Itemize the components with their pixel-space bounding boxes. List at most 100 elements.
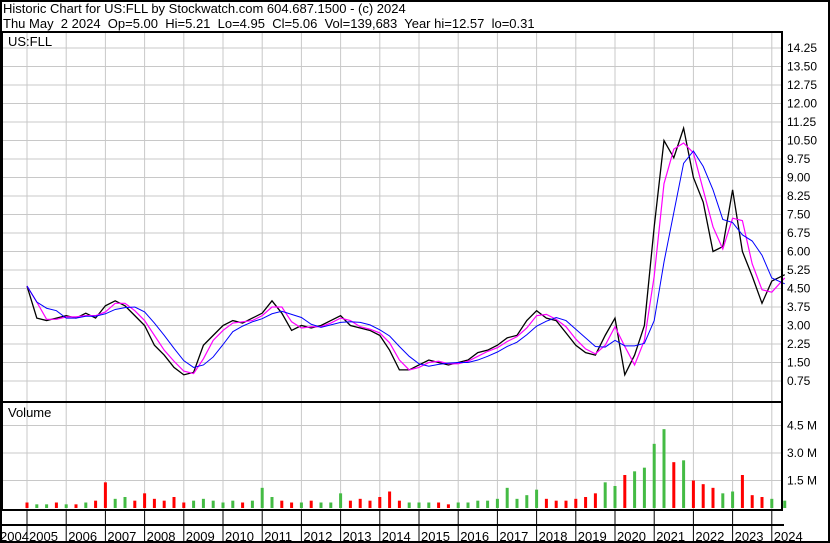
price-tick-label: 3.75	[787, 300, 811, 314]
x-tick-label: 2006	[68, 529, 97, 543]
volume-bar	[466, 502, 470, 508]
volume-bar	[270, 497, 274, 508]
volume-tick-label: 4.5 M	[787, 419, 817, 433]
volume-bar	[113, 498, 117, 508]
x-tick-label: 2020	[617, 529, 646, 543]
x-tick-label: 2005	[29, 529, 58, 543]
volume-bar	[397, 500, 401, 508]
volume-bar	[525, 495, 529, 508]
x-tick-label: 2007	[107, 529, 136, 543]
volume-bar	[388, 491, 392, 508]
price-tick-label: 5.25	[787, 263, 811, 277]
volume-bar	[662, 429, 666, 508]
volume-bar	[515, 498, 519, 508]
x-tick-label: 2013	[343, 529, 372, 543]
volume-bar	[123, 497, 127, 508]
volume-bar	[309, 500, 313, 508]
x-tick-label: 2017	[499, 529, 528, 543]
price-tick-label: 9.75	[787, 152, 811, 166]
volume-bar	[427, 502, 431, 508]
volume-bar	[731, 491, 735, 508]
volume-bar	[613, 486, 617, 508]
volume-bar	[103, 482, 107, 508]
volume-bar	[358, 498, 362, 508]
volume-bar	[417, 502, 421, 508]
volume-tick-label: 1.5 M	[787, 474, 817, 488]
volume-bar	[35, 504, 39, 508]
volume-bar	[554, 500, 558, 508]
volume-bar	[740, 475, 744, 508]
volume-bar	[152, 498, 156, 508]
volume-bar	[544, 498, 548, 508]
volume-tick-label: 3.0 M	[787, 446, 817, 460]
x-tick-label: 2023	[735, 529, 764, 543]
volume-bar	[143, 493, 147, 508]
volume-bar	[280, 500, 284, 508]
volume-bar	[486, 500, 490, 508]
volume-bar	[25, 502, 29, 508]
volume-bar	[721, 493, 725, 508]
volume-bar	[603, 482, 607, 508]
volume-bar	[299, 502, 303, 508]
volume-bar	[783, 500, 787, 508]
x-tick-label: 2012	[303, 529, 332, 543]
price-line	[26, 125, 786, 377]
price-tick-label: 2.25	[787, 337, 811, 351]
volume-bar	[64, 504, 68, 508]
volume-bar	[192, 500, 196, 508]
volume-bar	[221, 502, 225, 508]
x-tick-label: 2011	[264, 529, 292, 543]
volume-bar	[368, 500, 372, 508]
volume-bar	[211, 500, 215, 508]
volume-bar	[54, 502, 58, 508]
long-moving-average-line	[26, 150, 785, 368]
price-tick-label: 11.25	[787, 115, 816, 129]
volume-bar	[290, 502, 294, 508]
price-tick-label: 9.00	[787, 171, 811, 185]
volume-bar	[652, 443, 656, 508]
volume-bar	[456, 502, 460, 508]
x-tick-label: 2016	[460, 529, 489, 543]
volume-bar	[642, 467, 646, 508]
volume-bar	[133, 500, 137, 508]
volume-bar	[45, 504, 49, 508]
x-tick-label: 2004	[0, 529, 29, 543]
volume-bar	[633, 471, 637, 508]
volume-bar	[329, 502, 333, 508]
volume-bar	[760, 497, 764, 508]
price-tick-label: 12.75	[787, 78, 817, 92]
price-tick-label: 6.75	[787, 226, 811, 240]
volume-bar	[750, 495, 754, 508]
x-tick-label: 2024	[774, 529, 803, 543]
volume-bar	[623, 475, 627, 508]
symbol-label: US:FLL	[8, 34, 52, 49]
x-tick-label: 2021	[656, 529, 685, 543]
price-tick-label: 13.50	[787, 60, 817, 74]
volume-bar	[378, 497, 382, 508]
x-tick-label: 2022	[695, 529, 724, 543]
price-tick-label: 12.00	[787, 97, 817, 111]
volume-bar	[348, 500, 352, 508]
price-tick-label: 0.75	[787, 374, 811, 388]
x-tick-label: 2008	[147, 529, 176, 543]
price-tick-label: 1.50	[787, 356, 811, 370]
x-tick-label: 2018	[539, 529, 568, 543]
volume-bar	[182, 502, 186, 508]
volume-bar	[593, 493, 597, 508]
volume-bar	[672, 462, 676, 508]
price-tick-label: 6.00	[787, 245, 811, 259]
volume-bar	[437, 502, 441, 508]
volume-bar	[241, 502, 245, 508]
volume-bar	[74, 504, 78, 508]
volume-bar	[319, 502, 323, 508]
volume-label: Volume	[8, 405, 51, 420]
volume-bar	[574, 498, 578, 508]
volume-bar	[691, 480, 695, 508]
short-moving-average-line	[26, 142, 786, 375]
x-tick-label: 2019	[578, 529, 607, 543]
quote-summary: Thu May 2 2024 Op=5.00 Hi=5.21 Lo=4.95 C…	[3, 16, 535, 31]
volume-bar	[201, 498, 205, 508]
price-tick-label: 3.00	[787, 319, 811, 333]
